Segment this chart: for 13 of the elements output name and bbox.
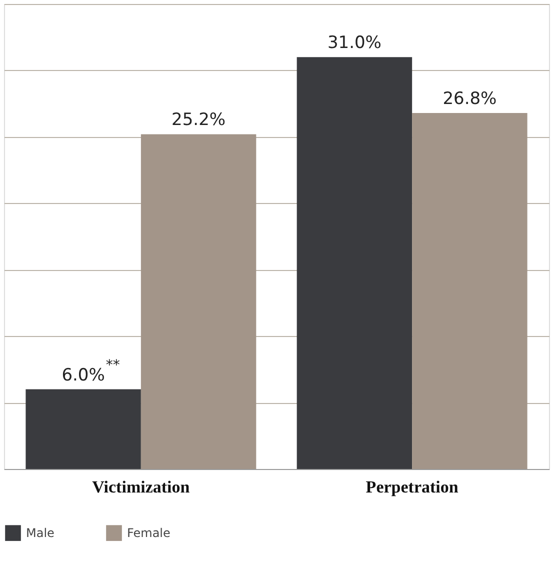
legend-label: Female (127, 526, 170, 540)
bar (296, 57, 412, 469)
bar (412, 112, 528, 469)
data-label: 25.2% (172, 110, 226, 130)
bar (26, 389, 141, 469)
bar (140, 134, 256, 469)
data-label: 31.0% (327, 33, 382, 54)
annotation: ** (106, 357, 120, 374)
x-tick-label: Perpetration (366, 478, 459, 496)
legend-label: Male (26, 526, 54, 540)
x-tick-label: Victimization (92, 478, 190, 496)
data-label: 26.8% (442, 88, 497, 109)
data-label: 6.0% (62, 365, 105, 386)
